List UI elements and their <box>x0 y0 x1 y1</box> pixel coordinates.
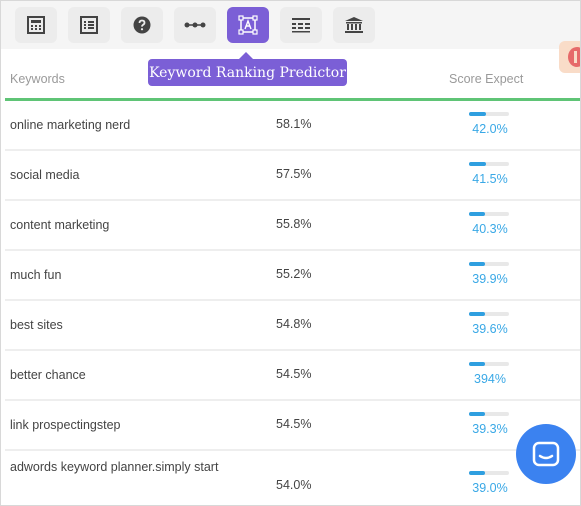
percent-cell: 55.8% <box>276 217 312 231</box>
keyword-cell: content marketing <box>10 218 110 232</box>
keyword-cell: much fun <box>10 268 62 282</box>
score-bar-fill <box>469 212 486 216</box>
tooltip: Keyword Ranking Predictor <box>148 59 347 86</box>
score-cell: 42.0% <box>469 112 511 136</box>
connector-button[interactable] <box>174 7 216 43</box>
header-divider <box>5 98 580 101</box>
score-value: 41.5% <box>472 172 508 186</box>
score-bar <box>469 362 509 366</box>
bank-button[interactable] <box>333 7 375 43</box>
score-bar-fill <box>469 471 485 475</box>
table-row[interactable]: adwords keyword planner.simply start 54.… <box>5 451 580 505</box>
bank-icon <box>345 17 363 33</box>
text-frame-icon <box>238 15 258 35</box>
score-bar <box>469 312 509 316</box>
score-bar-fill <box>469 312 485 316</box>
toolbar <box>1 1 580 49</box>
score-bar-fill <box>469 162 486 166</box>
calculator-icon <box>27 16 45 34</box>
score-bar-fill <box>469 262 485 266</box>
score-bar <box>469 112 509 116</box>
score-bar <box>469 412 509 416</box>
list-icon <box>80 16 98 34</box>
table-row[interactable]: online marketing nerd 58.1% 42.0% <box>5 101 580 151</box>
score-bar <box>469 212 509 216</box>
chat-launcher-button[interactable] <box>516 424 576 484</box>
column-header-score-expect: Score Expect <box>449 72 524 86</box>
keyword-cell: online marketing nerd <box>10 118 131 132</box>
percent-cell: 54.5% <box>276 417 312 431</box>
keyword-cell: link prospectingstep <box>10 418 121 432</box>
score-value: 39.0% <box>472 481 508 495</box>
score-cell: 394% <box>469 362 511 386</box>
keyword-cell: better chance <box>10 368 86 382</box>
dots-connector-icon <box>184 22 206 28</box>
score-cell: 39.6% <box>469 312 511 336</box>
score-value: 39.3% <box>472 422 508 436</box>
table-header: Keywords Score Expect <box>5 67 580 99</box>
keyword-table-body: online marketing nerd 58.1% 42.0% social… <box>5 101 580 505</box>
question-icon <box>133 16 151 34</box>
score-cell: 39.9% <box>469 262 511 286</box>
tooltip-arrow <box>239 52 253 59</box>
score-value: 394% <box>474 372 506 386</box>
score-cell: 41.5% <box>469 162 511 186</box>
percent-cell: 54.8% <box>276 317 312 331</box>
chat-icon <box>532 441 560 467</box>
side-widget-tab[interactable] <box>559 41 580 73</box>
percent-cell: 54.0% <box>276 478 312 492</box>
calculator-button[interactable] <box>15 7 57 43</box>
percent-cell: 58.1% <box>276 117 312 131</box>
score-bar <box>469 162 509 166</box>
score-cell: 39.0% <box>469 471 511 495</box>
score-value: 39.9% <box>472 272 508 286</box>
score-bar-fill <box>469 362 485 366</box>
table-row[interactable]: better chance 54.5% 394% <box>5 351 580 401</box>
score-value: 39.6% <box>472 322 508 336</box>
table-row[interactable]: social media 57.5% 41.5% <box>5 151 580 201</box>
score-value: 42.0% <box>472 122 508 136</box>
keyword-cell: social media <box>10 168 80 182</box>
score-bar-fill <box>469 412 485 416</box>
score-cell: 40.3% <box>469 212 511 236</box>
table-row[interactable]: content marketing 55.8% 40.3% <box>5 201 580 251</box>
keyword-ranking-predictor-button[interactable] <box>227 7 269 43</box>
percent-cell: 54.5% <box>276 367 312 381</box>
table-row[interactable]: much fun 55.2% 39.9% <box>5 251 580 301</box>
table-row[interactable]: best sites 54.8% 39.6% <box>5 301 580 351</box>
help-button[interactable] <box>121 7 163 43</box>
score-cell: 39.3% <box>469 412 511 436</box>
percent-cell: 57.5% <box>276 167 312 181</box>
score-bar <box>469 262 509 266</box>
table-button[interactable] <box>280 7 322 43</box>
keyword-cell: best sites <box>10 318 63 332</box>
percent-cell: 55.2% <box>276 267 312 281</box>
keyword-cell: adwords keyword planner.simply start <box>10 460 219 474</box>
score-bar-fill <box>469 112 486 116</box>
column-header-keywords: Keywords <box>10 72 65 86</box>
list-button[interactable] <box>68 7 110 43</box>
score-value: 40.3% <box>472 222 508 236</box>
table-rows-icon <box>292 18 310 33</box>
score-bar <box>469 471 509 475</box>
table-row[interactable]: link prospectingstep 54.5% 39.3% <box>5 401 580 451</box>
